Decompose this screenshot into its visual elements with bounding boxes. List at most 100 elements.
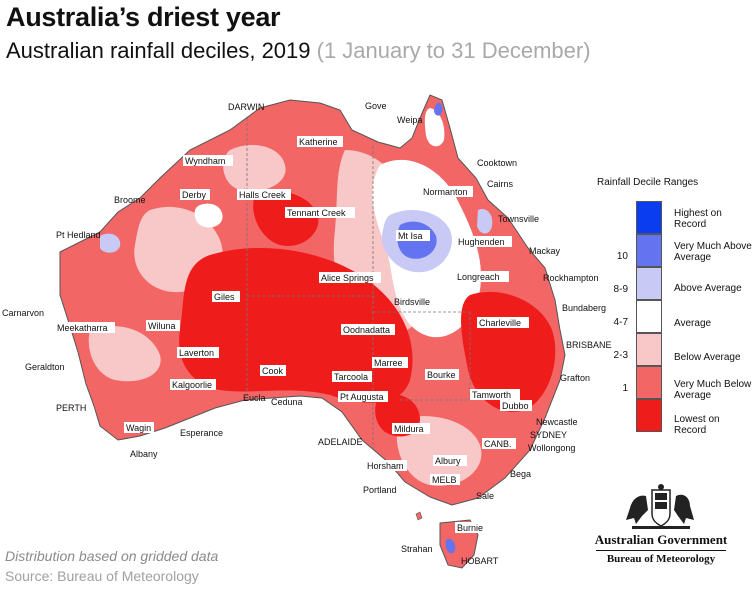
legend-label-very-much-above: Very Much Above Average	[674, 241, 752, 263]
city-derby: Derby	[182, 190, 207, 200]
city-birdsville: Birdsville	[394, 297, 430, 307]
gov-divider	[596, 550, 726, 551]
city-townsville: Townsville	[498, 214, 539, 224]
coastline	[59, 94, 566, 506]
city-longreach: Longreach	[457, 272, 500, 282]
city-wollongong: Wollongong	[528, 443, 575, 453]
city-mildura: Mildura	[394, 424, 424, 434]
legend: Rainfall Decile Ranges Highest on Record…	[594, 176, 754, 446]
city-sale: Sale	[476, 491, 494, 501]
city-strahan: Strahan	[401, 544, 433, 554]
city-normanton: Normanton	[423, 187, 468, 197]
government-logo: Australian Government Bureau of Meteorol…	[586, 484, 736, 574]
city-hughenden: Hughenden	[458, 237, 505, 247]
legend-decile-1: 1	[622, 383, 628, 394]
decile-regions	[88, 102, 556, 486]
city-laverton: Laverton	[179, 348, 214, 358]
city-perth: PERTH	[56, 403, 86, 413]
city-newcastle: Newcastle	[536, 417, 578, 427]
city-eucla: Eucla	[243, 393, 266, 403]
legend-title: Rainfall Decile Ranges	[597, 177, 699, 188]
city-cairns: Cairns	[487, 179, 514, 189]
legend-label-above: Above Average	[674, 283, 742, 294]
city-marree: Marree	[374, 358, 403, 368]
city-dubbo: Dubbo	[502, 401, 529, 411]
legend-label-average: Average	[674, 318, 712, 329]
legend-label-highest: Highest on Record	[674, 208, 722, 230]
city-tamworth: Tamworth	[472, 390, 511, 400]
city-tennant-creek: Tennant Creek	[287, 208, 346, 218]
city-alice-springs: Alice Springs	[321, 273, 374, 283]
city-kalgoorlie: Kalgoorlie	[172, 380, 212, 390]
city-brisbane: BRISBANE	[566, 340, 612, 350]
city-labels-boxed: Katherine Wyndham Normanton Derby Halls …	[55, 136, 532, 533]
city-carnarvon: Carnarvon	[2, 308, 44, 318]
city-horsham: Horsham	[367, 461, 404, 471]
legend-swatch-lowest	[636, 399, 662, 432]
city-meekatharra: Meekatharra	[57, 323, 108, 333]
city-bega: Bega	[510, 469, 531, 479]
city-giles: Giles	[214, 292, 235, 302]
city-geraldton: Geraldton	[25, 362, 65, 372]
city-portland: Portland	[363, 485, 397, 495]
city-gove: Gove	[365, 101, 387, 111]
city-mt-isa: Mt Isa	[398, 231, 423, 241]
city-hobart: HOBART	[461, 556, 499, 566]
city-cook: Cook	[262, 366, 284, 376]
city-albury: Albury	[435, 456, 461, 466]
city-wyndham: Wyndham	[185, 156, 225, 166]
city-esperance: Esperance	[180, 428, 223, 438]
legend-swatch-average	[636, 300, 662, 333]
legend-label-below: Below Average	[674, 352, 741, 363]
city-albany: Albany	[130, 449, 158, 459]
city-grafton: Grafton	[560, 373, 590, 383]
state-borders	[246, 118, 471, 452]
gov-name: Australian Government	[594, 532, 728, 547]
city-broome: Broome	[114, 195, 146, 205]
city-charleville: Charleville	[479, 318, 521, 328]
city-canb: CANB.	[484, 439, 512, 449]
legend-label-very-much-below: Very Much Below Average	[674, 379, 752, 401]
city-melb: MELB	[432, 475, 457, 485]
city-darwin: DARWIN	[228, 102, 264, 112]
city-adelaide: ADELAIDE	[318, 437, 363, 447]
page-subtitle: Australian rainfall deciles, 2019 (1 Jan…	[6, 38, 591, 64]
city-tarcoola: Tarcoola	[334, 372, 368, 382]
city-rockhampton: Rockhampton	[543, 273, 599, 283]
city-halls-creek: Halls Creek	[239, 190, 286, 200]
legend-label-lowest: Lowest on Record	[674, 414, 720, 436]
legend-swatch-very-much-above	[636, 234, 662, 267]
city-sydney: SYDNEY	[530, 430, 567, 440]
city-mackay: Mackay	[529, 246, 561, 256]
city-ceduna: Ceduna	[271, 397, 303, 407]
gov-bureau: Bureau of Meteorology	[606, 553, 716, 565]
city-pt-augusta: Pt Augusta	[340, 392, 384, 402]
city-oodnadatta: Oodnadatta	[343, 325, 390, 335]
city-katherine: Katherine	[299, 137, 338, 147]
city-bourke: Bourke	[427, 370, 456, 380]
city-wiluna: Wiluna	[148, 321, 176, 331]
legend-swatch-very-much-below	[636, 366, 662, 399]
legend-decile-10: 10	[616, 251, 628, 262]
city-burnie: Burnie	[457, 523, 483, 533]
coat-of-arms-icon	[626, 484, 694, 529]
legend-swatch-below	[636, 333, 662, 366]
legend-decile-4-7: 4-7	[613, 317, 628, 328]
city-pt-hedland: Pt Hedland	[56, 230, 101, 240]
legend-swatch-above	[636, 267, 662, 300]
subtitle-main: Australian rainfall deciles, 2019	[6, 38, 317, 63]
city-weipa: Weipa	[397, 115, 422, 125]
subtitle-date-range: (1 January to 31 December)	[316, 38, 591, 63]
city-bundaberg: Bundaberg	[562, 303, 606, 313]
legend-swatch-highest	[636, 201, 662, 234]
legend-decile-8-9: 8-9	[613, 284, 628, 295]
city-cooktown: Cooktown	[477, 158, 517, 168]
king-island	[415, 511, 423, 521]
city-wagin: Wagin	[126, 423, 151, 433]
page-title: Australia’s driest year	[6, 2, 281, 32]
city-labels: DARWIN Gove Weipa Cooktown Cairns Broome…	[2, 101, 612, 566]
source-credit: Source: Bureau of Meteorology	[5, 568, 199, 584]
legend-decile-2-3: 2-3	[613, 350, 628, 361]
footnote: Distribution based on gridded data	[5, 548, 219, 564]
